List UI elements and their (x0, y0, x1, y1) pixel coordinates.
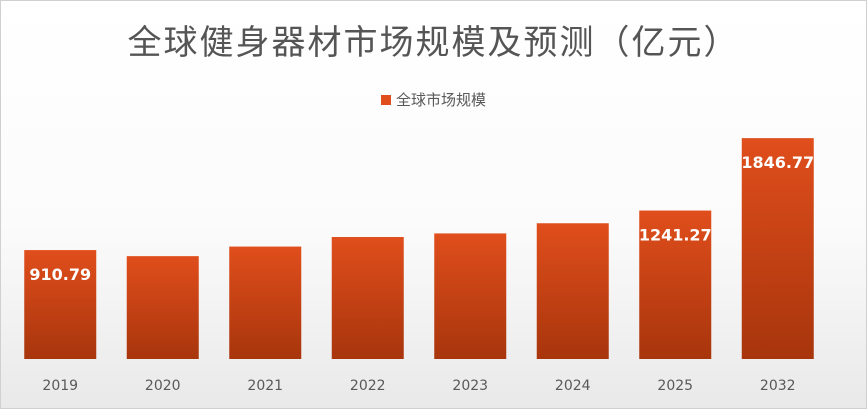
legend-label: 全球市场规模 (395, 91, 486, 109)
x-tick-2032: 2032 (760, 378, 796, 394)
bar-2023 (434, 233, 507, 359)
bar-2021 (229, 246, 302, 359)
x-tick-2019: 2019 (42, 378, 78, 394)
legend-swatch (380, 94, 391, 105)
x-tick-2021: 2021 (247, 378, 283, 394)
data-label-2019: 910.79 (29, 265, 91, 284)
bar-2022 (331, 237, 404, 359)
bar-2019 (24, 250, 97, 359)
bar-2020 (126, 256, 199, 359)
legend: 全球市场规模 (1, 89, 866, 110)
bar-2025 (639, 210, 712, 359)
bar-2024 (536, 223, 609, 359)
x-tick-2023: 2023 (452, 378, 488, 394)
bar-2032 (741, 138, 814, 359)
data-label-2025: 1241.27 (639, 226, 712, 245)
x-tick-2025: 2025 (657, 378, 693, 394)
data-label-2032: 1846.77 (741, 153, 814, 172)
x-tick-2024: 2024 (555, 378, 591, 394)
chart-title: 全球健身器材市场规模及预测（亿元） (127, 23, 740, 63)
x-tick-2022: 2022 (350, 378, 386, 394)
x-tick-2020: 2020 (145, 378, 181, 394)
